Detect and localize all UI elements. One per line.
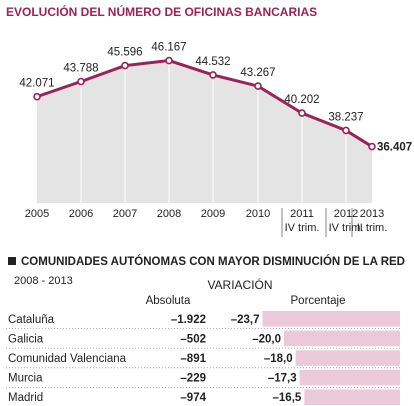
row-label: Galicia — [8, 333, 44, 345]
percent-label: –17,3 — [268, 373, 297, 385]
column-header: Porcentaje — [291, 295, 346, 307]
x-tick-line: 2008 — [157, 208, 181, 220]
x-tick-line: 2005 — [25, 208, 49, 220]
column-header: Absoluta — [146, 295, 191, 307]
bar — [284, 330, 400, 347]
data-label: 43.788 — [63, 63, 98, 75]
data-label: 44.532 — [195, 56, 230, 68]
marker — [254, 82, 262, 90]
marker — [342, 126, 350, 135]
percent-label: –20,0 — [252, 333, 281, 345]
marker — [121, 61, 129, 70]
marker — [209, 71, 217, 79]
x-tick-label: 2009 — [201, 208, 225, 220]
absolute-value: –1.922 — [171, 314, 206, 326]
x-tick-line: 2007 — [113, 208, 137, 220]
data-label: 46.167 — [151, 42, 186, 54]
data-label: 40.202 — [284, 94, 319, 106]
data-label: 43.267 — [240, 67, 275, 79]
row-label: Comunidad Valenciana — [8, 353, 127, 365]
x-tick-label: 2006 — [69, 208, 93, 220]
x-tick-label: 2005 — [25, 208, 49, 220]
percent-label: –23,7 — [231, 314, 260, 326]
marker — [165, 56, 173, 65]
table-subtitle: 2008 - 2013 — [14, 275, 73, 287]
bar — [262, 311, 400, 327]
row-label: Madrid — [8, 392, 43, 404]
marker — [368, 142, 376, 151]
x-tick-label: 2007 — [113, 208, 137, 220]
marker — [298, 109, 306, 117]
x-tick-line: IV trim. — [285, 222, 320, 234]
chart-title: EVOLUCIÓN DEL NÚMERO DE OFICINAS BANCARI… — [6, 4, 317, 19]
bar — [295, 350, 400, 366]
x-tick-label: 2011 IV trim. — [285, 208, 320, 234]
absolute-value: –502 — [180, 333, 206, 345]
row-label: Murcia — [8, 373, 43, 385]
x-tick-line: 2012 — [334, 208, 358, 220]
absolute-value: –974 — [180, 392, 206, 404]
data-label: 42.071 — [19, 78, 54, 90]
row-label: Cataluña — [8, 314, 55, 326]
x-tick-line: 2009 — [201, 208, 225, 220]
x-tick-label: 2010 — [246, 208, 270, 220]
x-tick-label: 2013 II trim. — [357, 208, 388, 234]
x-tick-line: II trim. — [357, 222, 388, 234]
percent-label: –18,0 — [264, 353, 293, 365]
bar — [299, 369, 400, 386]
x-tick-line: 2013 — [360, 208, 384, 220]
area — [37, 60, 372, 203]
x-tick-line: IV trim. — [329, 222, 364, 234]
marker — [77, 77, 85, 86]
absolute-value: –229 — [180, 373, 206, 385]
data-label: 45.596 — [107, 47, 142, 59]
x-tick-line: 2006 — [69, 208, 93, 220]
table-title: COMUNIDADES AUTÓNOMAS CON MAYOR DISMINUC… — [21, 255, 405, 268]
x-tick-label: 2008 — [157, 208, 181, 220]
bar — [304, 389, 400, 405]
absolute-value: –891 — [180, 353, 206, 365]
data-label: 38.237 — [328, 111, 363, 123]
marker — [33, 92, 41, 101]
x-tick-line: 2011 — [290, 208, 314, 220]
data-label: 36.407 — [377, 142, 412, 154]
group-header: VARIACIÓN — [207, 277, 272, 292]
x-tick-line: 2010 — [246, 208, 270, 220]
percent-label: –16,5 — [273, 392, 302, 404]
bullet — [8, 257, 16, 265]
